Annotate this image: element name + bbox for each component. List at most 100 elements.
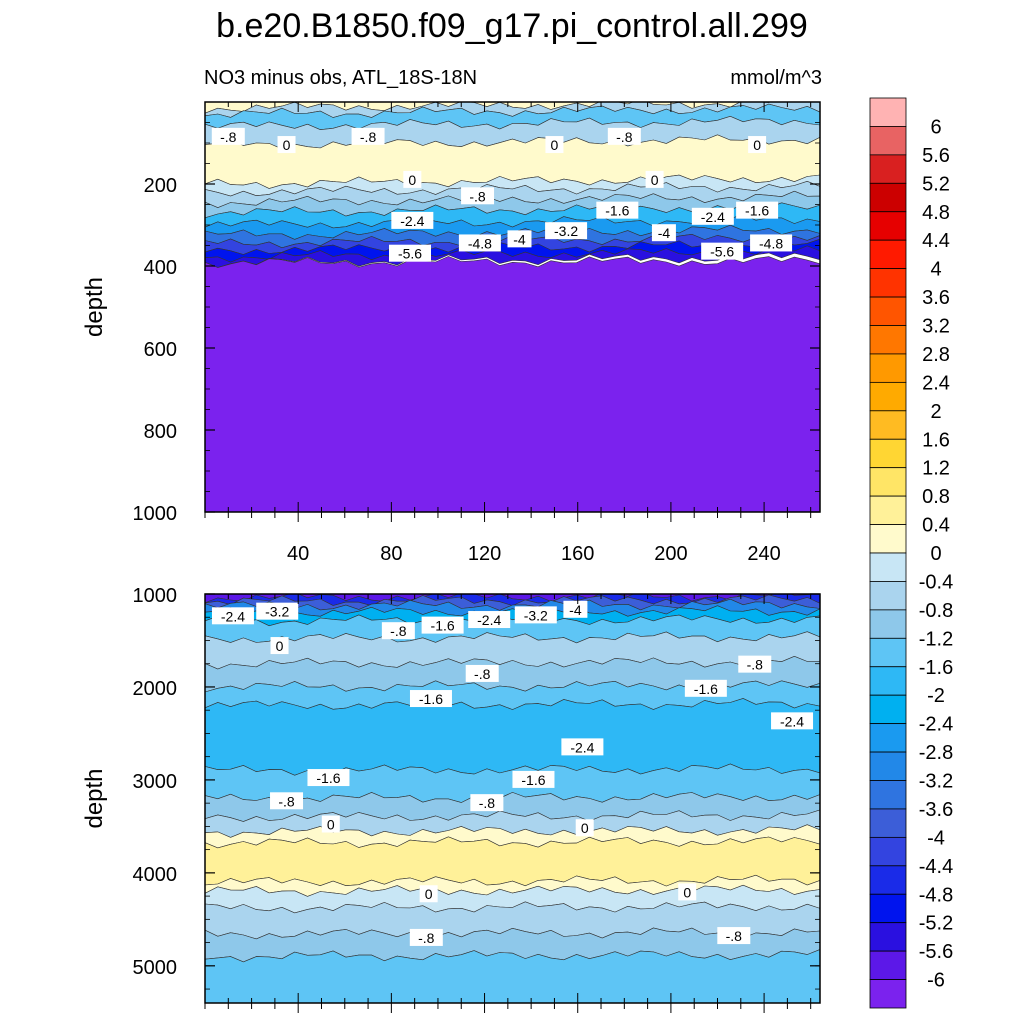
colorbar-swatch [869, 325, 907, 355]
svg-text:-4.8: -4.8 [468, 235, 492, 251]
y-tick-label: 600 [144, 339, 177, 361]
svg-text:-.8: -.8 [278, 793, 295, 809]
y-tick-label: 400 [144, 257, 177, 279]
svg-text:-1.6: -1.6 [605, 203, 629, 219]
svg-text:-4.8: -4.8 [759, 235, 783, 251]
x-tick-label: 80 [380, 543, 402, 565]
svg-text:-.8: -.8 [220, 129, 237, 145]
colorbar-swatch [869, 495, 907, 525]
contour-label: -1.6 [684, 679, 727, 697]
colorbar-label: -2.8 [919, 742, 953, 764]
colorbar-swatch [869, 950, 907, 980]
y-tick-label: 2000 [133, 678, 178, 700]
colorbar-label: -6 [927, 970, 945, 992]
contour-label: -.8 [607, 127, 641, 145]
colorbar-swatch [869, 637, 907, 668]
contour-label: -.8 [270, 792, 304, 810]
contour-label: -2.4 [771, 712, 814, 730]
colorbar-swatch [869, 126, 907, 156]
contour-label: -1.6 [596, 201, 639, 219]
contour-label: -1.6 [307, 769, 350, 787]
contour-label: -.8 [470, 794, 504, 812]
chart-title: b.e20.B1850.f09_g17.pi_control.all.299 [216, 7, 808, 45]
svg-text:0: 0 [408, 172, 416, 188]
y-tick-label: 3000 [133, 771, 178, 793]
svg-text:0: 0 [425, 886, 433, 902]
contour-label: -5.6 [701, 242, 744, 260]
plot-frame [204, 593, 821, 1004]
svg-text:-4: -4 [513, 231, 526, 247]
contour-band [205, 698, 820, 776]
contour-label: -3.2 [514, 606, 557, 624]
colorbar-swatch [869, 581, 907, 611]
contour-label: -1.6 [736, 201, 779, 219]
contour-label: 0 [645, 170, 664, 188]
y-axis-label: depth [81, 277, 108, 337]
svg-text:-5.6: -5.6 [398, 246, 422, 262]
contour-label: -1.6 [421, 616, 464, 634]
colorbar-swatch [869, 154, 907, 184]
svg-text:-2.4: -2.4 [400, 213, 424, 229]
svg-text:0: 0 [276, 638, 284, 654]
x-tick-label: 160 [561, 543, 594, 565]
contour-label: 0 [321, 815, 340, 833]
contour-label: 0 [277, 136, 296, 154]
colorbar-label: -2.4 [919, 714, 953, 736]
colorbar-label: 1.2 [922, 458, 950, 480]
colorbar-label: -5.6 [919, 941, 953, 963]
colorbar-label: 0 [930, 543, 941, 565]
y-tick-label: 5000 [133, 957, 178, 979]
colorbar-label: -2 [927, 685, 945, 707]
units-label: mmol/m^3 [730, 67, 822, 89]
contour-label: 0 [748, 136, 767, 154]
svg-text:-.8: -.8 [418, 930, 435, 946]
colorbar-label: -5.2 [919, 913, 953, 935]
contour-field: -2.4 -3.2 0 -.8 -1.6 -2.4 -3.2 -4 -.8 -.8 -1.6 -1.6… [205, 594, 820, 1003]
contour-label: -2.4 [691, 207, 734, 225]
y-tick-label: 1000 [133, 585, 178, 607]
colorbar-label: 2.4 [922, 372, 950, 394]
colorbar-label: 2.8 [922, 344, 950, 366]
svg-text:0: 0 [551, 137, 559, 153]
chart-subtitle: NO3 minus obs, ATL_18S-18N [204, 67, 477, 89]
contour-band [205, 949, 820, 1003]
x-tick-label: 240 [747, 543, 780, 565]
colorbar-swatch [869, 239, 907, 270]
contour-label: -5.6 [389, 244, 431, 262]
colorbar-swatch [869, 893, 907, 924]
contour-label: -1.6 [512, 770, 555, 788]
contour-label: 0 [678, 883, 697, 901]
y-axis-label: depth [81, 768, 108, 828]
colorbar-swatch [869, 211, 907, 241]
y-tick-label: 1000 [133, 503, 178, 525]
contour-label: -.8 [738, 655, 772, 673]
svg-text:-2.4: -2.4 [701, 209, 725, 225]
colorbar-label: -0.4 [919, 571, 953, 593]
svg-text:-.8: -.8 [469, 188, 486, 204]
colorbar-swatch [869, 609, 907, 639]
colorbar-swatch [869, 296, 907, 326]
colorbar-label: -0.8 [919, 600, 953, 622]
colorbar-swatch [869, 467, 907, 497]
x-tick-label: 120 [468, 543, 501, 565]
colorbar: 6 5.6 5.2 4.8 4.4 4 3.6 3.2 2.8 2.4 2 1.6 1.2 0.8 0.4 0… [869, 97, 953, 1009]
colorbar-label: -4 [927, 827, 945, 849]
contour-label: 0 [419, 885, 438, 903]
upper-panel: -.8 0 -.8 0 -.8 0 0 0 -.8 -2.4 -1.6 -2.4 -1.6 -3.2 -4 -… [81, 101, 821, 565]
colorbar-swatch [869, 780, 907, 810]
svg-text:-2.4: -2.4 [570, 739, 594, 755]
svg-text:0: 0 [327, 817, 335, 833]
contour-label: -.8 [465, 664, 499, 682]
contour-label: 0 [575, 819, 594, 837]
colorbar-swatch [869, 438, 907, 469]
svg-text:0: 0 [683, 884, 691, 900]
colorbar-swatch [869, 979, 907, 1009]
contour-label: 0 [403, 170, 422, 188]
svg-text:-1.6: -1.6 [521, 772, 545, 788]
x-tick-label: 40 [287, 543, 309, 565]
svg-text:-4: -4 [658, 225, 671, 241]
lower-panel: -2.4 -3.2 0 -.8 -1.6 -2.4 -3.2 -4 -.8 -.8 -1.6 -1.6… [81, 585, 821, 1013]
colorbar-swatch [869, 182, 907, 213]
colorbar-swatch [869, 524, 907, 554]
